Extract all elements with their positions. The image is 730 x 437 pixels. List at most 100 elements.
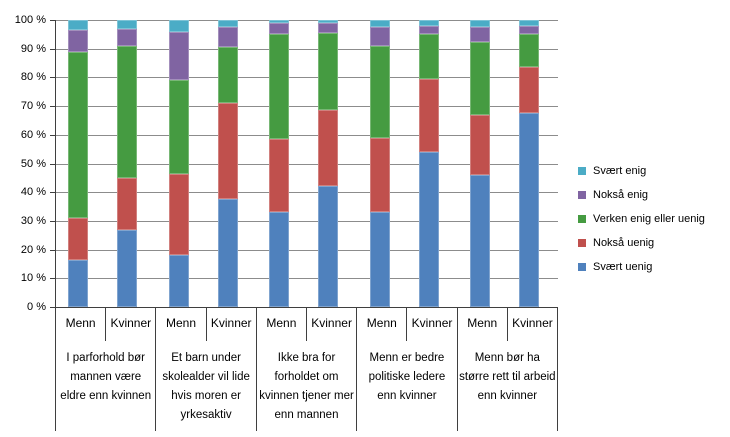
segment-svaert-uenig <box>470 174 491 307</box>
segment-svaert-enig <box>519 20 540 26</box>
category-label: Ikke bra for forholdet om kvinnen tjener… <box>259 352 354 421</box>
y-axis-tick <box>50 134 55 136</box>
y-axis-tick <box>50 48 55 50</box>
segment-verken-enig-eller-uenig <box>369 45 390 138</box>
bar-label-kvinner: Kvinner <box>210 316 252 330</box>
legend-label: Verken enig eller uenig <box>593 213 705 225</box>
y-axis-tick <box>50 106 55 108</box>
bar-group <box>55 20 156 307</box>
legend-item-verken-enig-eller-uenig: Verken enig eller uenig <box>578 207 705 231</box>
category-label: Menn bør ha større rett til arbeid enn k… <box>459 352 556 402</box>
y-axis-tick <box>50 192 55 194</box>
segment-svaert-uenig <box>168 255 189 307</box>
y-axis-tick <box>50 278 55 280</box>
y-axis-tick-label: 100 % <box>14 14 46 26</box>
gridline-10 <box>55 278 558 280</box>
y-axis-tick <box>50 77 55 79</box>
bar-group <box>457 20 558 307</box>
segment-svaert-enig <box>217 20 238 28</box>
x-axis-category-labels: Menn Kvinner I parforhold bør mannen være … <box>55 307 559 431</box>
segment-noksaa-uenig <box>418 78 439 153</box>
category-cell: Menn Kvinner I parforhold bør mannen være … <box>55 307 155 431</box>
y-axis-tick-label: 20 % <box>20 243 46 256</box>
segment-verken-enig-eller-uenig <box>519 34 540 68</box>
segment-noksaa-uenig <box>318 110 339 187</box>
legend: Svært enig Nokså enig Verken enig eller ue… <box>578 159 705 279</box>
y-axis-line <box>55 20 56 307</box>
legend-label: Nokså uenig <box>593 237 655 249</box>
legend-item-noksaa-enig: Nokså enig <box>578 183 705 207</box>
legend-label: Svært uenig <box>593 261 653 273</box>
y-axis-tick-label: 10 % <box>20 272 46 285</box>
y-axis-tick-label: 90 % <box>20 42 46 55</box>
gridline-40 <box>55 192 558 194</box>
y-axis-tick-label: 0 % <box>27 301 46 313</box>
segment-verken-enig-eller-uenig <box>470 41 491 115</box>
y-axis-tick-label: 70 % <box>20 100 46 113</box>
legend-label: Nokså enig <box>593 189 649 201</box>
segment-noksaa-enig <box>68 30 88 52</box>
segment-noksaa-enig <box>168 31 189 81</box>
y-axis-tick <box>50 20 55 21</box>
segment-svaert-uenig <box>418 152 439 307</box>
gridline-100 <box>55 20 558 21</box>
segment-noksaa-uenig <box>168 173 189 256</box>
plot-area <box>55 20 558 308</box>
segment-svaert-uenig <box>117 229 137 307</box>
stacked-bar-menn <box>68 20 88 307</box>
segment-noksaa-uenig <box>269 139 290 213</box>
category-cell: Menn Kvinner Et barn under skolealder vil … <box>155 307 255 431</box>
legend-swatch-verken-enig-eller-uenig <box>578 215 586 223</box>
bar-label-menn: Menn <box>357 307 408 341</box>
segment-verken-enig-eller-uenig <box>217 47 238 104</box>
legend-item-svaert-enig: Svært enig <box>578 159 705 183</box>
y-axis-tick-label: 80 % <box>20 71 46 84</box>
segment-svaert-uenig <box>318 186 339 307</box>
category-label: Et barn under skolealder vil lide hvis m… <box>162 352 250 421</box>
stacked-bar-menn <box>369 20 390 307</box>
segment-noksaa-enig <box>369 27 390 46</box>
segment-noksaa-uenig <box>519 67 540 114</box>
segment-noksaa-uenig <box>68 218 88 260</box>
segment-verken-enig-eller-uenig <box>117 45 137 178</box>
legend-swatch-noksaa-enig <box>578 191 586 199</box>
segment-noksaa-enig <box>470 27 491 42</box>
segment-svaert-enig <box>318 20 339 23</box>
segment-svaert-enig <box>369 20 390 28</box>
stacked-bar-kvinner <box>117 20 137 307</box>
y-axis-tick-label: 40 % <box>20 186 46 199</box>
y-axis-tick-label: 30 % <box>20 214 46 227</box>
gridline-90 <box>55 48 558 50</box>
stacked-bar-menn <box>269 20 290 307</box>
segment-noksaa-enig <box>519 25 540 35</box>
segment-svaert-uenig <box>217 199 238 307</box>
gender-label-row: Menn Kvinner <box>357 307 456 341</box>
gridline-50 <box>55 163 558 165</box>
stacked-bar-menn <box>470 20 491 307</box>
category-label: I parforhold bør mannen være eldre enn k… <box>60 352 152 402</box>
stacked-bar-kvinner <box>519 20 540 307</box>
segment-noksaa-enig <box>269 22 290 35</box>
segment-verken-enig-eller-uenig <box>68 51 88 219</box>
bar-label-kvinner: Kvinner <box>512 316 553 330</box>
segment-noksaa-uenig <box>470 114 491 175</box>
legend-item-noksaa-uenig: Nokså uenig <box>578 231 705 255</box>
bar-group <box>357 20 458 307</box>
segment-verken-enig-eller-uenig <box>318 32 339 111</box>
legend-item-svaert-uenig: Svært uenig <box>578 255 705 279</box>
segment-noksaa-uenig <box>369 137 390 213</box>
segment-svaert-enig <box>68 20 88 31</box>
y-axis-tick <box>50 220 55 222</box>
category-cell: Menn Kvinner Menn er bedre politiske leder… <box>356 307 456 431</box>
segment-verken-enig-eller-uenig <box>168 80 189 174</box>
bar-group <box>156 20 257 307</box>
segment-noksaa-enig <box>217 27 238 48</box>
gridline-70 <box>55 106 558 108</box>
y-axis-tick <box>50 307 55 308</box>
stacked-bar-kvinner <box>217 20 238 307</box>
y-axis-tick-label: 50 % <box>20 157 46 170</box>
legend-swatch-svaert-enig <box>578 167 586 175</box>
bar-label-kvinner: Kvinner <box>311 316 352 330</box>
bar-label-menn: Menn <box>56 307 107 341</box>
